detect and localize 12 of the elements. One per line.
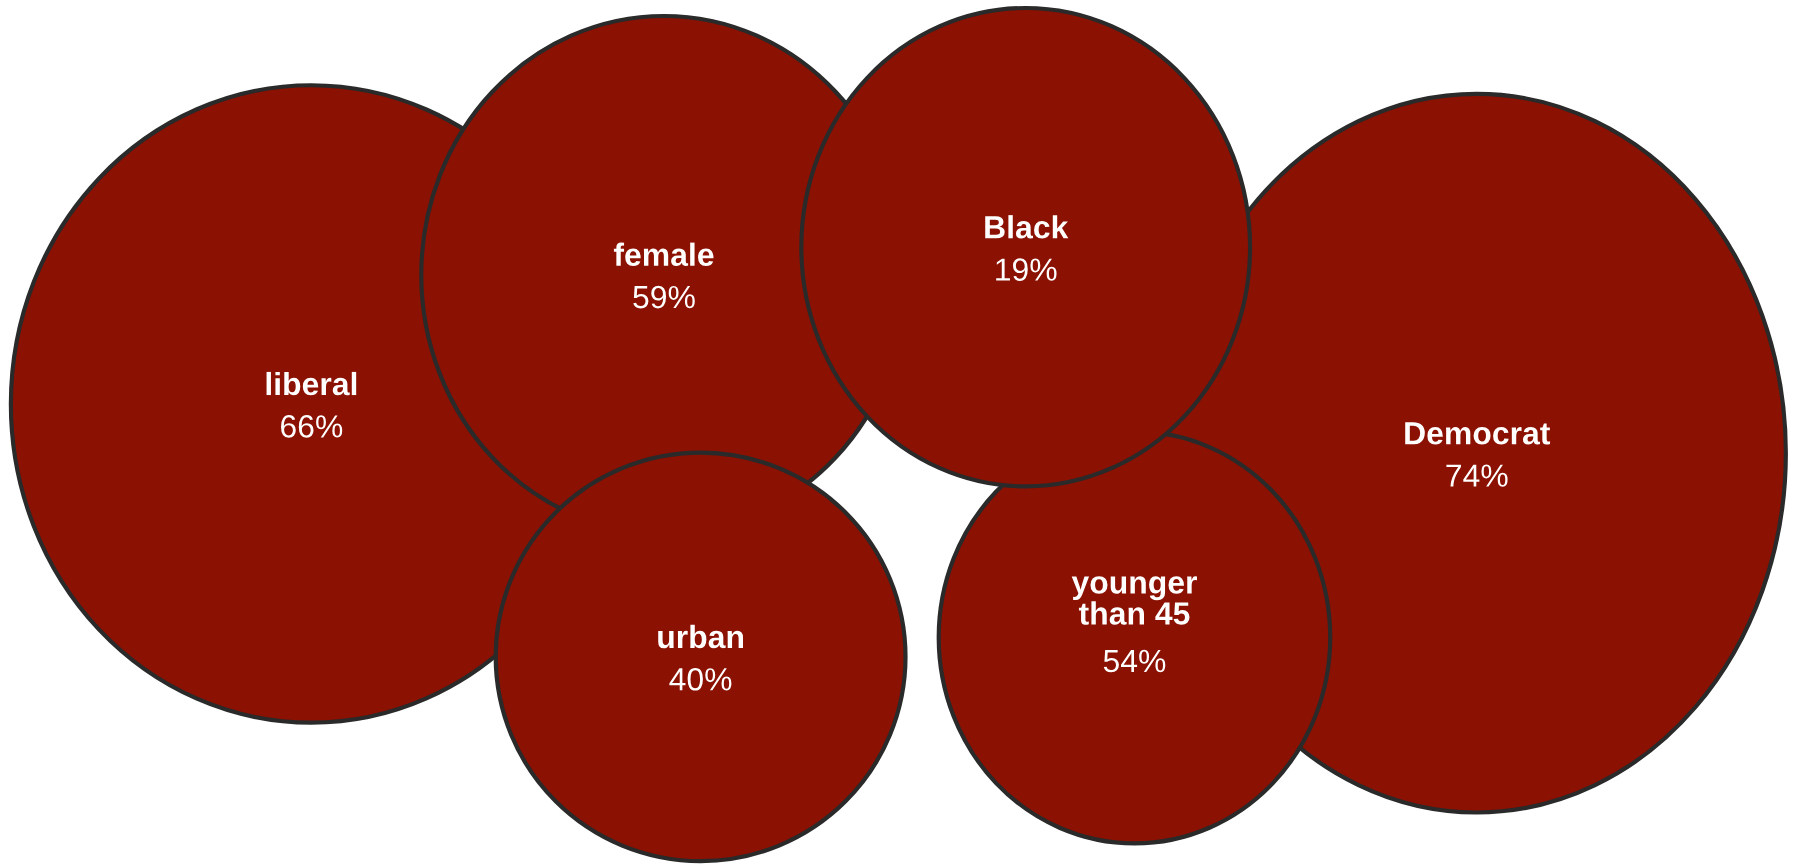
data-label: 66%: [281, 415, 343, 438]
category-label: urban: [658, 624, 743, 649]
category-label: female: [613, 242, 714, 267]
data-label: 59%: [633, 285, 695, 309]
category-label: Democrat: [1405, 422, 1551, 445]
data-label: 40%: [669, 668, 732, 691]
category-label: liberal: [266, 371, 357, 396]
data-label: 54%: [1103, 649, 1166, 673]
data-label: 19%: [996, 258, 1057, 281]
data-label: 74%: [1446, 464, 1508, 487]
category-label: younger than 45: [1071, 576, 1197, 625]
category-label: Black: [985, 215, 1069, 239]
